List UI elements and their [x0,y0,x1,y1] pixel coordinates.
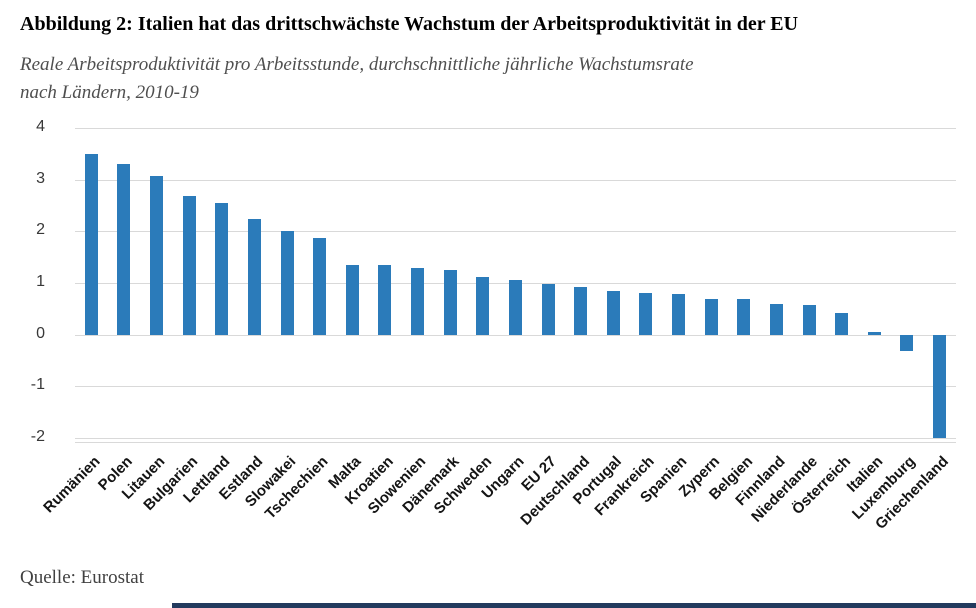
bar [215,203,229,335]
gridline [75,231,956,233]
bar [933,334,947,438]
chart-subtitle-line-2: nach Ländern, 2010-19 [20,82,199,103]
bar [606,291,620,335]
bar [247,218,261,335]
bar-column: Schweden [430,123,500,517]
bar [280,231,294,335]
bar-column: Deutschland [517,123,597,529]
gridline [75,334,956,336]
chart-subtitle: Reale Arbeitsproduktivität pro Arbeitsst… [20,51,780,107]
bar [802,304,816,335]
chart-title: Abbildung 2: Italien hat das drittschwäc… [20,13,799,35]
bar-column: Niederlande [748,123,826,526]
bar-column: Portugal [570,123,630,508]
bar-column: Finnland [732,123,793,509]
bar-column: Österreich [789,123,858,518]
bar-column: Ungarn [478,123,532,502]
bar-column: Belgien [705,123,761,503]
bar-column: Malta [325,123,369,492]
y-axis-tick-label: 2 [36,221,45,239]
bar [574,287,588,335]
gridline [75,386,956,388]
bar-column: Griechenland [872,123,956,533]
bar-column: Dänemark [399,123,467,516]
bar [117,164,131,335]
bar-column: Litauen [119,123,173,503]
bar-column: Frankreich [592,123,663,519]
bar-column: Luxemburg [849,123,924,523]
bar-column: Kroatien [342,123,402,508]
bar-column: Polen [95,123,141,494]
y-axis-tick-label: -1 [30,376,45,394]
bar [704,298,718,335]
source-note: Quelle: Eurostat [20,567,144,588]
bar-column: Lettland [181,123,239,506]
y-axis-tick-label: 1 [36,273,45,290]
bars-row: Rumänien Polen Litauen Bulgarien Lettland Est… [40,123,956,533]
chart-subtitle-line-1: Reale Arbeitsproduktivität pro Arbeitsst… [20,54,694,75]
gridline [75,179,956,181]
y-axis-tick-label: 3 [36,169,45,187]
bar-column: Rumänien [40,123,108,516]
bar-column: Spanien [637,123,695,506]
gridline [75,437,956,439]
bar-column: Slowakei [242,123,304,510]
bar [411,267,425,335]
y-axis-tick-label: 4 [36,118,45,136]
bar [672,294,686,335]
bar [313,237,327,335]
bar-column: Tschechien [262,123,336,523]
y-axis: 4 3 2 1 0 -1 -2 [0,118,45,445]
footer-rule [172,603,976,608]
bar-column: Bulgarien [140,123,206,514]
bar-column: Zypern [676,123,728,500]
plot-area: Rumänien Polen Litauen Bulgarien Lettland Est… [40,123,956,533]
bar [443,269,457,335]
y-axis-tick-label: -2 [30,427,45,445]
bar-column: Slowenien [365,123,434,517]
bar [84,154,98,335]
bar [639,293,653,335]
bar [378,264,392,335]
bar [835,312,849,335]
gridline [75,128,956,130]
bar [345,264,359,335]
bar [150,175,164,335]
bar [867,332,881,335]
bar-column: EU 27 [519,123,565,495]
bar [737,299,751,335]
bar [900,334,914,352]
y-axis-tick-label: 0 [36,324,45,342]
bar [541,284,555,335]
bar [508,279,522,335]
bar [769,303,783,335]
bar-column: Italien [844,123,891,496]
bar [182,196,196,335]
bar [476,276,490,335]
x-axis-label: Rumänien [40,453,104,517]
bar-column: Estland [216,123,271,503]
